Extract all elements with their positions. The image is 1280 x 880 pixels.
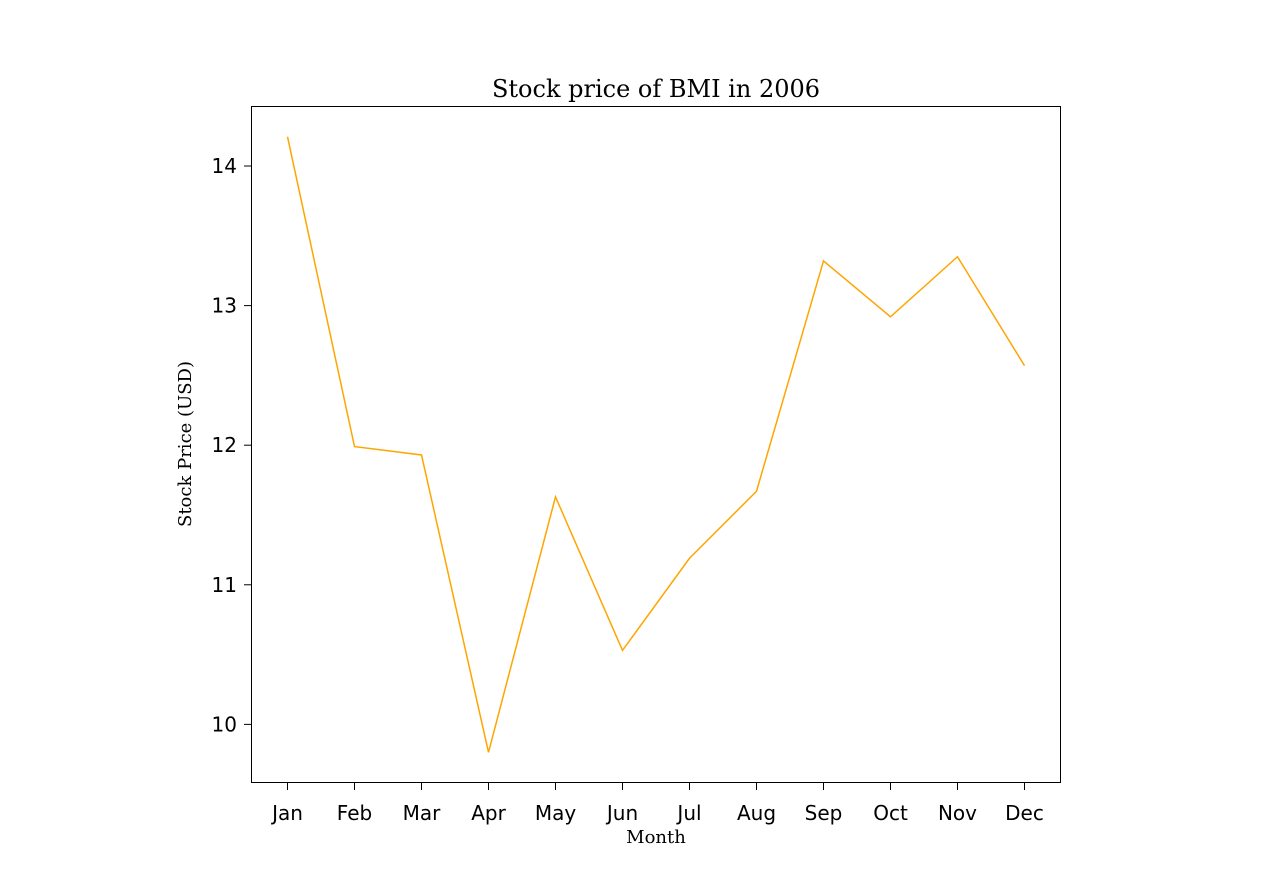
y-tick-label: 11 — [212, 573, 237, 597]
series-layer — [286, 136, 1026, 753]
x-tick-label: Aug — [737, 801, 776, 825]
y-axis-label: Stock Price (USD) — [175, 361, 196, 527]
y-tick-label: 14 — [212, 154, 237, 178]
x-tick-label: Apr — [471, 801, 506, 825]
x-axis: Jan Feb Mar Apr May Jun Jul Aug Sep Oct Nov Dec — [270, 783, 1044, 825]
x-axis-label: Month — [626, 827, 686, 848]
y-tick-label: 13 — [212, 294, 237, 318]
y-tick-label: 10 — [212, 712, 237, 736]
x-tick-label: May — [535, 801, 577, 825]
x-tick-label: Jun — [605, 801, 638, 825]
x-tick-label: Dec — [1005, 801, 1044, 825]
x-tick-label: Mar — [403, 801, 442, 825]
y-tick-label: 12 — [212, 433, 237, 457]
x-tick-label: Oct — [873, 801, 908, 825]
x-tick-label: Feb — [337, 801, 372, 825]
series-line — [286, 136, 1026, 753]
plot-frame — [251, 106, 1061, 783]
x-tick-label: Nov — [938, 801, 977, 825]
x-tick-label: Jan — [270, 801, 303, 825]
y-axis: 10 11 12 13 14 — [212, 154, 251, 736]
x-tick-label: Sep — [805, 801, 843, 825]
x-tick-label: Jul — [675, 801, 701, 825]
chart-title: Stock price of BMI in 2006 — [492, 75, 820, 103]
